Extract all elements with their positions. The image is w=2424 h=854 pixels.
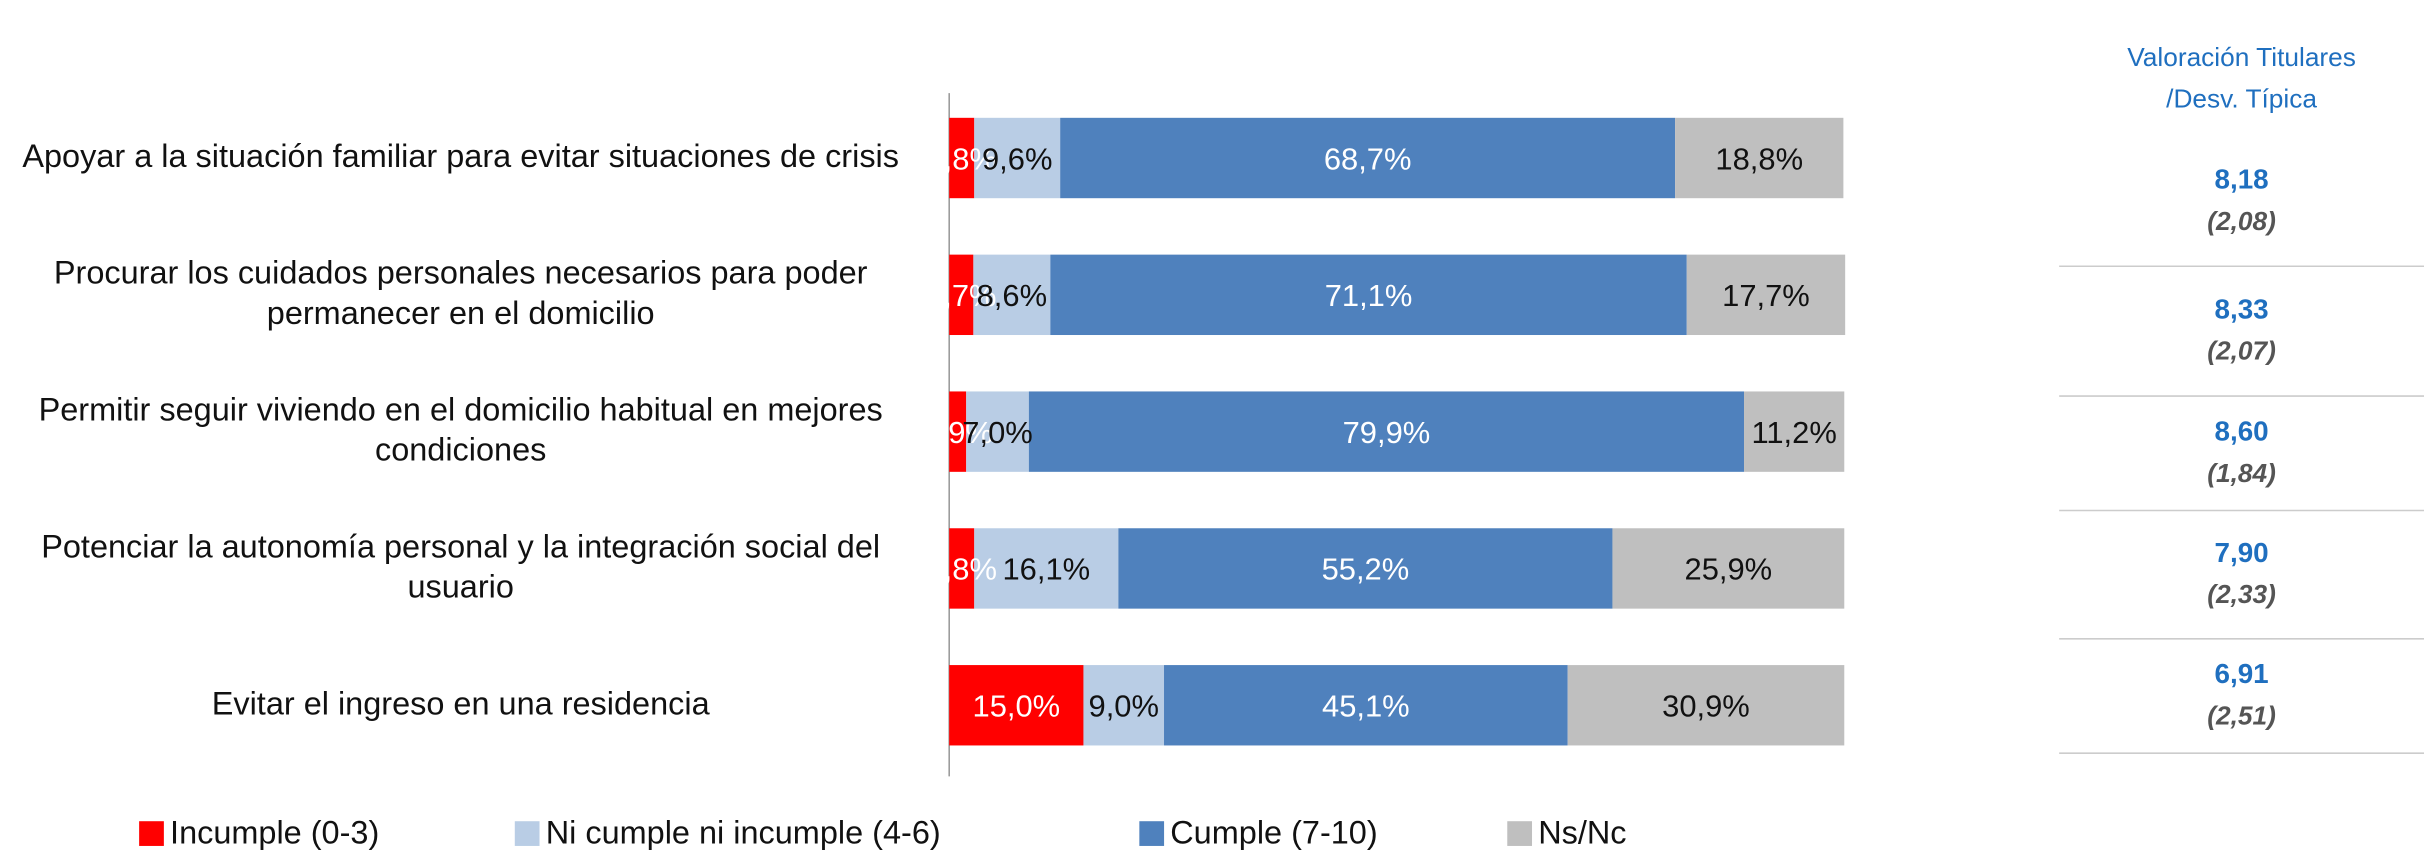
data-label: 7,0% (962, 415, 1032, 450)
bar-segment (1744, 391, 1845, 472)
category-label: Potenciar la autonomía personal y la int… (41, 528, 880, 604)
label-line: permanecer en el domicilio (267, 294, 655, 330)
data-label: 16,1% (1002, 552, 1090, 587)
data-label: 2,8% (926, 141, 996, 176)
std-dev: (2,08) (2207, 206, 2276, 236)
bar-segment (1675, 117, 1844, 199)
label-line: condiciones (375, 431, 546, 467)
bar-segment (949, 254, 974, 336)
bar-segment (974, 117, 1061, 199)
rating: 7,90 (2215, 537, 2269, 568)
data-label: 71,1% (1325, 278, 1413, 313)
data-label: 9,0% (1089, 689, 1159, 724)
data-label: 8,6% (977, 278, 1047, 313)
bar-segment (1028, 391, 1745, 472)
bar-segment (966, 391, 1029, 472)
legend-label: Cumple (7-10) (1170, 815, 1377, 851)
category-label: Procurar los cuidados personales necesar… (54, 254, 868, 330)
legend-swatch (514, 821, 540, 846)
std-dev: (2,33) (2207, 579, 2276, 609)
data-label: 30,9% (1662, 689, 1750, 724)
rating: 8,18 (2215, 164, 2269, 195)
data-label: 1,9% (922, 415, 992, 450)
bar-segment (973, 254, 1051, 336)
data-label: 68,7% (1324, 141, 1412, 176)
legend-swatch (1139, 821, 1165, 846)
label-line: Procurar los cuidados personales necesar… (54, 254, 868, 290)
bar-segment (1050, 254, 1687, 336)
data-label: 2,7% (926, 278, 996, 313)
rating: 6,91 (2215, 658, 2269, 689)
bar-segment (949, 117, 975, 199)
bar-segment (974, 528, 1119, 609)
std-dev: (1,84) (2207, 458, 2276, 488)
rating: 8,60 (2215, 416, 2269, 447)
legend-label: Ni cumple ni incumple (4-6) (546, 815, 941, 851)
bar-segment (1083, 665, 1165, 746)
data-label: 17,7% (1722, 278, 1810, 313)
std-dev: (2,07) (2207, 336, 2276, 366)
bar-segment (949, 528, 975, 609)
bar-segment (1567, 665, 1845, 746)
data-label: 11,2% (1751, 415, 1836, 450)
data-label: 55,2% (1322, 552, 1410, 587)
category-label: Permitir seguir viviendo en el domicilio… (39, 391, 883, 467)
label-line: Potenciar la autonomía personal y la int… (41, 528, 880, 564)
data-label: 2,8% (926, 552, 996, 587)
data-label: 18,8% (1715, 141, 1803, 176)
table-header: /Desv. Típica (2166, 84, 2317, 114)
legend-swatch (1507, 821, 1533, 846)
legend-swatch (139, 821, 164, 846)
legend-label: Incumple (0-3) (170, 815, 379, 851)
bar-segment (949, 391, 967, 472)
bar-segment (1686, 254, 1846, 336)
bar-segment (1060, 117, 1676, 199)
bar-segment (1612, 528, 1845, 609)
data-label: 9,6% (982, 141, 1052, 176)
data-label: 25,9% (1685, 552, 1773, 587)
bar-segment (949, 665, 1084, 746)
legend-label: Ns/Nc (1538, 815, 1626, 851)
table-header: Valoración Titulares (2127, 42, 2356, 72)
data-label: 79,9% (1343, 415, 1431, 450)
label-line: Apoyar a la situación familiar para evit… (22, 138, 899, 174)
category-label: Apoyar a la situación familiar para evit… (22, 138, 899, 174)
label-line: Evitar el ingreso en una residencia (212, 685, 711, 721)
label-line: Permitir seguir viviendo en el domicilio… (39, 391, 883, 427)
bar-segment (1118, 528, 1613, 609)
bar-segment (1164, 665, 1568, 746)
category-label: Evitar el ingreso en una residencia (212, 685, 711, 721)
data-label: 45,1% (1322, 689, 1410, 724)
rating: 8,33 (2215, 293, 2269, 324)
std-dev: (2,51) (2207, 701, 2276, 731)
label-line: usuario (407, 568, 513, 604)
data-label: 15,0% (973, 689, 1061, 724)
